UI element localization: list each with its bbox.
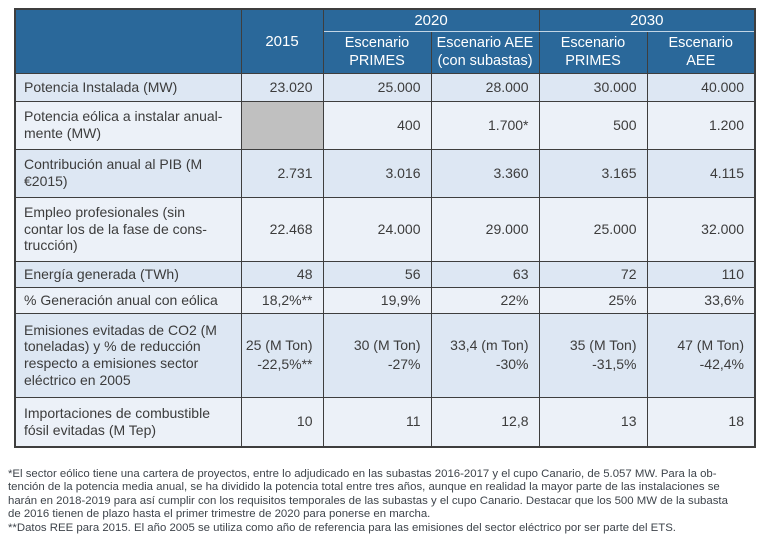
value-cell: 30 (M Ton) -27% [322,312,432,398]
value-cell: 40.000 [646,72,756,102]
footnote-line: *El sector eólico tiene una cartera de p… [8,468,717,480]
row-label-cell: Empleo profesionales (sin contar los de … [14,196,242,262]
value-cell: 3.360 [430,148,540,198]
table-header: 2015 2020 2030 Escenario PRIMES Escenari… [14,8,756,74]
scenario-primes-2020-header: Escenario PRIMES [322,30,432,74]
value-cell: 24.000 [322,196,432,262]
row-label-cell: Potencia eólica a instalar anual- mente … [14,100,242,150]
value-cell: 500 [538,100,648,150]
value-cell: 25 (M Ton) -22,5%** [240,312,324,398]
footnotes: *El sector eólico tiene una cartera de p… [8,468,764,535]
value-cell: 23.020 [240,72,324,102]
year-2015-header: 2015 [240,8,324,74]
footnote-line: **Datos REE para 2015. El año 2005 se ut… [8,521,676,534]
value-cell: 29.000 [430,196,540,262]
row-label-cell: Importaciones de combustible fósil evita… [14,396,242,448]
footnote-line: harán en 2018-2019 para así cumplir con … [8,494,728,507]
table-row: Potencia eólica a instalar anual- mente … [14,100,756,150]
value-cell: 33,4 (m Ton) -30% [430,312,540,398]
scenario-aee-2030-header: Escenario AEE [646,30,756,74]
table-row: % Generación anual con eólica 18,2%** 19… [14,286,756,314]
table-row: Energía generada (TWh) 48 56 63 72 110 [14,260,756,288]
value-cell: 18,2%** [240,286,324,314]
table-row: Potencia Instalada (MW) 23.020 25.000 28… [14,72,756,102]
value-cell: 25% [538,286,648,314]
value-cell: 30.000 [538,72,648,102]
value-cell: 2.731 [240,148,324,198]
value-cell: 400 [322,100,432,150]
value-cell: 28.000 [430,72,540,102]
value-cell: 13 [538,396,648,448]
scenario-aee-subastas-2020-header: Escenario AEE (con subastas) [430,30,540,74]
value-cell: 25.000 [322,72,432,102]
value-cell: 48 [240,260,324,288]
table-row: Empleo profesionales (sin contar los de … [14,196,756,262]
value-cell: 1.700* [430,100,540,150]
value-cell: 47 (M Ton) -42,4% [646,312,756,398]
value-cell: 72 [538,260,648,288]
value-cell: 3.016 [322,148,432,198]
scenario-primes-2030-header: Escenario PRIMES [538,30,648,74]
year-2020-header: 2020 [322,8,540,32]
value-cell: 3.165 [538,148,648,198]
value-cell: 4.115 [646,148,756,198]
value-cell: 25.000 [538,196,648,262]
value-cell: 32.000 [646,196,756,262]
footnote-line: tención de la potencia media anual, se h… [8,481,720,494]
value-cell: 33,6% [646,286,756,314]
row-label-cell: % Generación anual con eólica [14,286,242,314]
value-cell: 22.468 [240,196,324,262]
value-cell: 1.200 [646,100,756,150]
value-cell: 56 [322,260,432,288]
row-label-cell: Energía generada (TWh) [14,260,242,288]
footnote-line: de 2016 tienen de plazo hasta el primer … [8,508,431,521]
value-cell: 63 [430,260,540,288]
row-label-cell: Emisiones evitadas de CO2 (M toneladas) … [14,312,242,398]
wind-scenarios-comparison-table: 2015 2020 2030 Escenario PRIMES Escenari… [14,8,756,448]
empty-gray-cell [240,100,324,150]
value-cell: 12,8 [430,396,540,448]
value-cell: 110 [646,260,756,288]
row-label-cell: Contribución anual al PIB (M €2015) [14,148,242,198]
year-2030-header: 2030 [538,8,756,32]
value-cell: 19,9% [322,286,432,314]
value-cell: 18 [646,396,756,448]
corner-header-cell [14,8,242,74]
table-row: Emisiones evitadas de CO2 (M toneladas) … [14,312,756,398]
row-label-cell: Potencia Instalada (MW) [14,72,242,102]
table-row: Contribución anual al PIB (M €2015) 2.73… [14,148,756,198]
value-cell: 35 (M Ton) -31,5% [538,312,648,398]
table-body: Potencia Instalada (MW) 23.020 25.000 28… [14,72,756,448]
value-cell: 11 [322,396,432,448]
table-row: Importaciones de combustible fósil evita… [14,396,756,448]
value-cell: 22% [430,286,540,314]
value-cell: 10 [240,396,324,448]
